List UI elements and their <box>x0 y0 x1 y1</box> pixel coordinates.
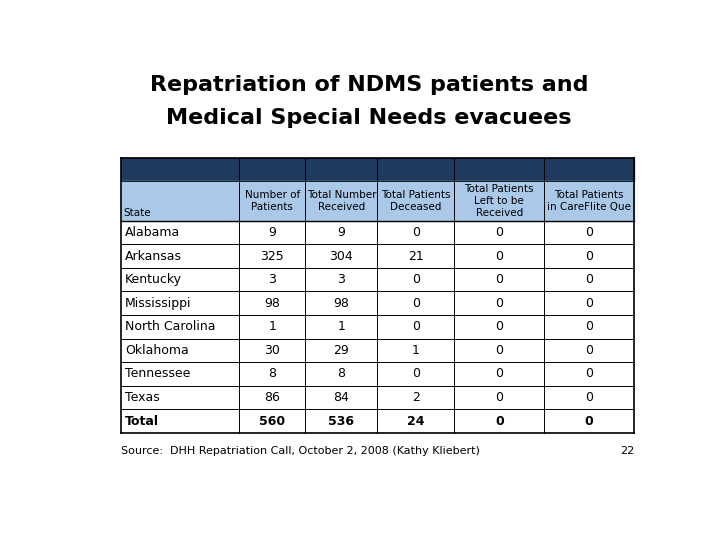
Text: 0: 0 <box>585 249 593 262</box>
Text: 0: 0 <box>585 344 593 357</box>
Text: State: State <box>124 208 151 218</box>
Text: 21: 21 <box>408 249 424 262</box>
Text: 0: 0 <box>412 367 420 380</box>
Bar <box>121 268 634 292</box>
Text: Total: Total <box>125 415 159 428</box>
Text: Oklahoma: Oklahoma <box>125 344 189 357</box>
Text: Number of
Patients: Number of Patients <box>245 190 300 212</box>
Text: 560: 560 <box>259 415 285 428</box>
Text: 0: 0 <box>495 296 503 310</box>
Bar <box>121 292 634 315</box>
Text: 98: 98 <box>264 296 280 310</box>
Text: 22: 22 <box>620 446 634 456</box>
Bar <box>121 221 634 244</box>
Text: 9: 9 <box>338 226 346 239</box>
Text: 0: 0 <box>585 320 593 333</box>
Text: Medical Special Needs evacuees: Medical Special Needs evacuees <box>166 109 572 129</box>
Text: 1: 1 <box>412 344 420 357</box>
Text: 86: 86 <box>264 391 280 404</box>
Text: Tennessee: Tennessee <box>125 367 191 380</box>
Text: 304: 304 <box>330 249 354 262</box>
Bar <box>121 158 634 181</box>
Text: North Carolina: North Carolina <box>125 320 216 333</box>
Text: Kentucky: Kentucky <box>125 273 182 286</box>
Text: 0: 0 <box>495 226 503 239</box>
Text: Total Patients
in CareFlite Que: Total Patients in CareFlite Que <box>547 190 631 212</box>
Text: 325: 325 <box>260 249 284 262</box>
Text: 8: 8 <box>338 367 346 380</box>
Text: 0: 0 <box>495 320 503 333</box>
Text: 8: 8 <box>268 367 276 380</box>
Text: 0: 0 <box>585 367 593 380</box>
Text: Source:  DHH Repatriation Call, October 2, 2008 (Kathy Kliebert): Source: DHH Repatriation Call, October 2… <box>121 446 480 456</box>
Text: 3: 3 <box>338 273 346 286</box>
Text: Total Patients
Deceased: Total Patients Deceased <box>381 190 451 212</box>
Bar <box>121 362 634 386</box>
Text: 0: 0 <box>412 226 420 239</box>
Text: 0: 0 <box>412 320 420 333</box>
Bar <box>121 315 634 339</box>
Text: 98: 98 <box>333 296 349 310</box>
Text: 0: 0 <box>495 391 503 404</box>
Text: 0: 0 <box>585 415 593 428</box>
Text: Repatriation of NDMS patients and: Repatriation of NDMS patients and <box>150 75 588 95</box>
Text: 0: 0 <box>412 296 420 310</box>
Text: Arkansas: Arkansas <box>125 249 182 262</box>
Text: Total Patients
Left to be
Received: Total Patients Left to be Received <box>464 184 534 218</box>
Text: 0: 0 <box>585 273 593 286</box>
Text: 24: 24 <box>407 415 425 428</box>
Bar <box>121 386 634 409</box>
Text: 3: 3 <box>268 273 276 286</box>
Text: Mississippi: Mississippi <box>125 296 192 310</box>
Text: 0: 0 <box>412 273 420 286</box>
Text: 2: 2 <box>412 391 420 404</box>
Bar <box>121 339 634 362</box>
Text: 30: 30 <box>264 344 280 357</box>
Bar <box>121 181 634 221</box>
Text: 0: 0 <box>585 391 593 404</box>
Text: 0: 0 <box>495 367 503 380</box>
Text: 29: 29 <box>333 344 349 357</box>
Text: 1: 1 <box>338 320 346 333</box>
Bar <box>121 244 634 268</box>
Text: 0: 0 <box>495 273 503 286</box>
Text: Total Number
Received: Total Number Received <box>307 190 376 212</box>
Text: 84: 84 <box>333 391 349 404</box>
Bar <box>121 409 634 433</box>
Text: 0: 0 <box>495 249 503 262</box>
Text: 1: 1 <box>268 320 276 333</box>
Text: 0: 0 <box>585 296 593 310</box>
Text: 0: 0 <box>495 415 504 428</box>
Text: 9: 9 <box>268 226 276 239</box>
Text: Alabama: Alabama <box>125 226 181 239</box>
Text: 0: 0 <box>495 344 503 357</box>
Text: 536: 536 <box>328 415 354 428</box>
Text: 0: 0 <box>585 226 593 239</box>
Text: Texas: Texas <box>125 391 160 404</box>
